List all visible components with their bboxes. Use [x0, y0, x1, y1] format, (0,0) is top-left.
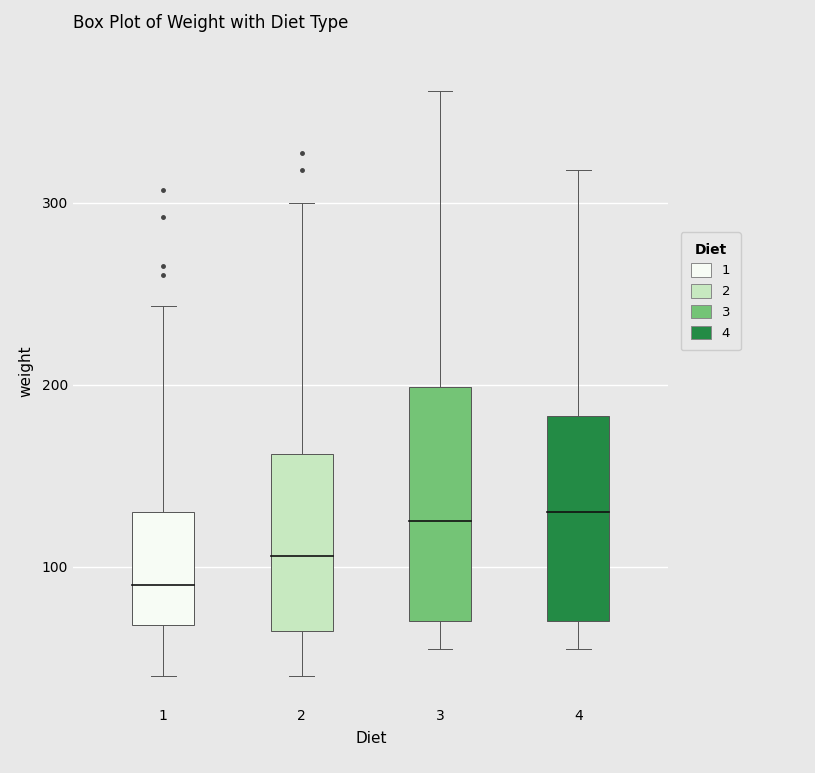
- Y-axis label: weight: weight: [18, 346, 33, 397]
- Bar: [132, 512, 195, 625]
- Bar: [547, 416, 610, 621]
- Text: Box Plot of Weight with Diet Type: Box Plot of Weight with Diet Type: [73, 14, 349, 32]
- X-axis label: Diet: Diet: [355, 731, 386, 746]
- Legend: 1, 2, 3, 4: 1, 2, 3, 4: [681, 232, 741, 350]
- Bar: [409, 386, 471, 621]
- Bar: [271, 454, 333, 631]
